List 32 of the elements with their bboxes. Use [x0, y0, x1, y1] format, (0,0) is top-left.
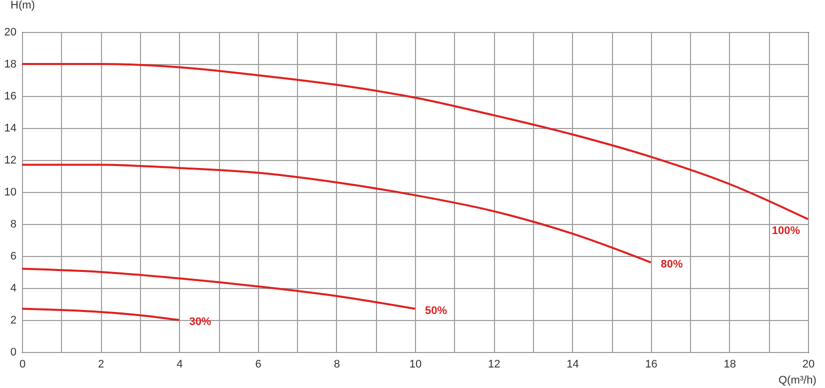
line-series	[21, 63, 809, 220]
x-tick-label: 2	[98, 358, 104, 370]
x-tick-label: 8	[334, 358, 340, 370]
y-tick-label: 0	[10, 346, 16, 358]
x-tick-label: 18	[724, 358, 736, 370]
x-tick-label: 14	[566, 358, 579, 370]
x-axis-title: Q(m³/h)	[778, 374, 816, 386]
line-series	[21, 268, 416, 310]
series-label: 50%	[425, 304, 448, 317]
y-tick-label: 2	[10, 314, 16, 326]
y-tick-label: 20	[4, 26, 16, 38]
x-tick-label: 20	[802, 358, 815, 370]
y-tick-label: 10	[4, 186, 16, 198]
line-series	[21, 308, 180, 321]
y-tick-label: 14	[4, 122, 16, 134]
y-tick-label: 8	[10, 218, 16, 230]
x-tick-label: 12	[488, 358, 500, 370]
y-tick-label: 6	[10, 250, 16, 262]
series-label: 30%	[189, 316, 212, 328]
y-tick-label: 12	[4, 154, 16, 166]
x-tick-label: 6	[255, 358, 262, 370]
line-series	[21, 164, 652, 264]
series-label: 100%	[772, 225, 800, 238]
series-label: 80%	[660, 258, 684, 270]
y-tick-label: 16	[4, 90, 16, 102]
y-axis-title: H(m)	[10, 0, 35, 12]
y-tick-label: 18	[4, 58, 16, 70]
x-tick-label: 0	[19, 358, 26, 370]
y-tick-label: 4	[10, 282, 16, 294]
x-tick-label: 4	[176, 358, 183, 370]
x-tick-label: 10	[409, 358, 422, 370]
x-tick-label: 16	[645, 358, 658, 370]
